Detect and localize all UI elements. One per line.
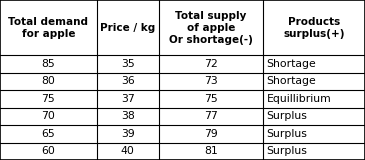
Text: 79: 79 (204, 129, 218, 139)
Text: 40: 40 (121, 146, 135, 156)
Text: 77: 77 (204, 111, 218, 121)
Text: 75: 75 (42, 94, 55, 104)
Text: Shortage: Shortage (266, 59, 316, 69)
Text: Shortage: Shortage (266, 76, 316, 86)
Text: Equillibrium: Equillibrium (266, 94, 331, 104)
Text: 73: 73 (204, 76, 218, 86)
Text: Total demand
for apple: Total demand for apple (8, 17, 88, 39)
Text: 65: 65 (42, 129, 55, 139)
Text: 85: 85 (42, 59, 55, 69)
Text: 72: 72 (204, 59, 218, 69)
Text: Surplus: Surplus (266, 129, 307, 139)
Text: 37: 37 (121, 94, 135, 104)
Text: 35: 35 (121, 59, 135, 69)
Text: 75: 75 (204, 94, 218, 104)
Text: Surplus: Surplus (266, 146, 307, 156)
Text: 81: 81 (204, 146, 218, 156)
Text: 80: 80 (41, 76, 55, 86)
Text: 70: 70 (41, 111, 55, 121)
Text: Products
surplus(+): Products surplus(+) (283, 17, 345, 39)
Text: Price / kg: Price / kg (100, 23, 155, 33)
Text: Surplus: Surplus (266, 111, 307, 121)
Text: 60: 60 (41, 146, 55, 156)
Text: 39: 39 (121, 129, 135, 139)
Text: Total supply
of apple
Or shortage(-): Total supply of apple Or shortage(-) (169, 11, 253, 45)
Text: 38: 38 (121, 111, 135, 121)
Text: 36: 36 (121, 76, 135, 86)
